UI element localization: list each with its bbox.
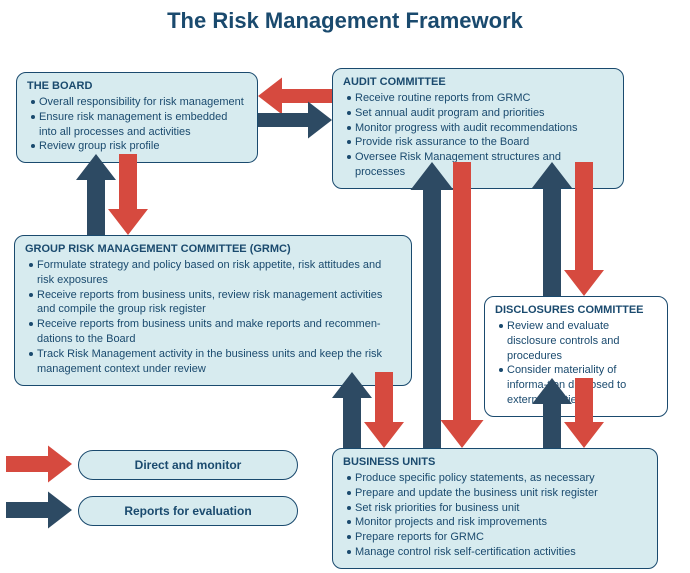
arrow-disc-bu-navy <box>532 378 572 448</box>
arrow-audit-bu-red <box>440 162 483 448</box>
arrow-audit-bu-navy <box>410 162 453 448</box>
arrow-disc-bu-red <box>564 378 604 448</box>
arrow-audit-disc-navy <box>532 162 572 296</box>
arrow-legend-navy <box>6 492 72 529</box>
arrow-legend-red <box>6 446 72 483</box>
arrow-grmc-bu-navy <box>332 372 372 448</box>
arrow-board-grmc-navy <box>76 154 116 235</box>
arrow-grmc-bu-red <box>364 372 404 448</box>
arrow-board-grmc-red <box>108 154 148 235</box>
arrow-board-audit-navy <box>258 102 332 139</box>
arrows-layer <box>0 0 690 573</box>
arrow-audit-disc-red <box>564 162 604 296</box>
arrow-board-audit-red <box>258 78 332 115</box>
